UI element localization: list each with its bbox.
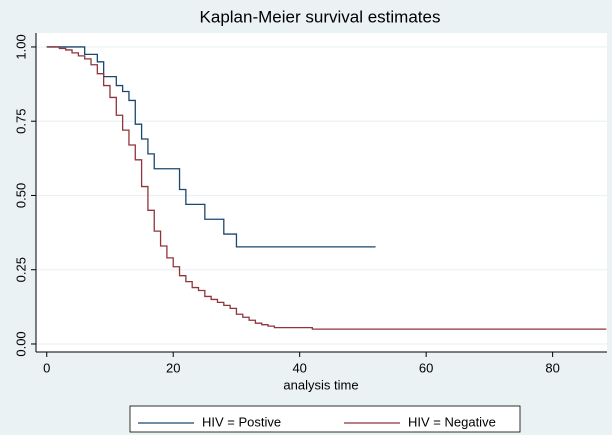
y-tick-label: 1.00 (13, 34, 28, 59)
chart-title: Kaplan-Meier survival estimates (200, 7, 441, 26)
y-tick-label: 0.25 (13, 257, 28, 282)
legend-label: HIV = Negative (408, 414, 496, 429)
x-tick-label: 20 (166, 360, 180, 375)
survival-line (46, 46, 607, 330)
y-tick-label: 0.00 (13, 331, 28, 356)
legend-box (129, 405, 521, 433)
x-axis-label: analysis time (283, 377, 358, 392)
x-tick-label: 0 (43, 360, 50, 375)
y-tick-label: 0.75 (13, 109, 28, 134)
survival-line (46, 46, 376, 248)
x-tick-label: 80 (545, 360, 559, 375)
x-tick-label: 60 (419, 360, 433, 375)
legend-label: HIV = Postive (202, 414, 281, 429)
x-tick-label: 40 (292, 360, 306, 375)
plot-area (36, 33, 607, 352)
y-tick-label: 0.50 (13, 183, 28, 208)
